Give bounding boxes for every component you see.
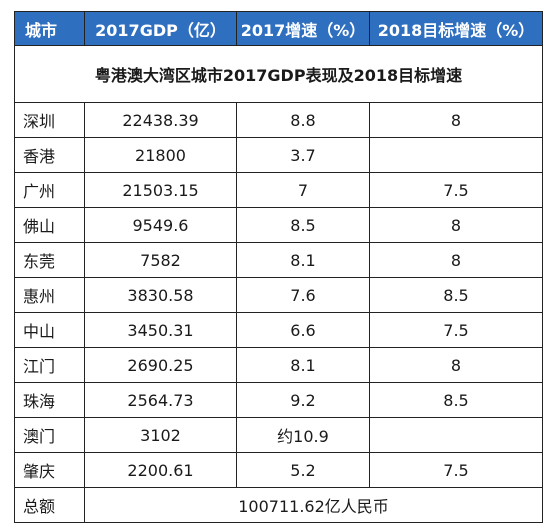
city-cell: 广州 bbox=[14, 172, 85, 208]
gdp-cell: 7582 bbox=[84, 242, 237, 278]
target-2018-cell: 7.5 bbox=[369, 312, 543, 348]
header-gdp: 2017GDP（亿） bbox=[84, 11, 237, 46]
city-cell: 惠州 bbox=[14, 277, 85, 313]
city-cell: 江门 bbox=[14, 347, 85, 383]
city-cell: 深圳 bbox=[14, 102, 85, 138]
gdp-cell: 3450.31 bbox=[84, 312, 237, 348]
gdp-table: 粤港澳大湾区城市2017GDP表现及2018目标增速 城市 2017GDP（亿）… bbox=[14, 11, 543, 523]
table-row: 深圳 22438.39 8.8 8 bbox=[14, 102, 543, 138]
gdp-cell: 2564.73 bbox=[84, 382, 237, 418]
table-row: 佛山 9549.6 8.5 8 bbox=[14, 207, 543, 243]
table-row: 肇庆 2200.61 5.2 7.5 bbox=[14, 452, 543, 488]
table-row: 江门 2690.25 8.1 8 bbox=[14, 347, 543, 383]
gdp-cell: 9549.6 bbox=[84, 207, 237, 243]
header-row: 城市 2017GDP（亿） 2017增速（%） 2018目标增速（%） bbox=[14, 11, 543, 46]
total-label: 总额 bbox=[14, 487, 85, 523]
growth-2017-cell: 约10.9 bbox=[236, 417, 370, 453]
gdp-table-container: 粤港澳大湾区城市2017GDP表现及2018目标增速 城市 2017GDP（亿）… bbox=[14, 11, 543, 523]
city-cell: 香港 bbox=[14, 137, 85, 173]
total-row: 总额 100711.62亿人民币 bbox=[14, 487, 543, 523]
growth-2017-cell: 3.7 bbox=[236, 137, 370, 173]
table-row: 东莞 7582 8.1 8 bbox=[14, 242, 543, 278]
table-row: 中山 3450.31 6.6 7.5 bbox=[14, 312, 543, 348]
gdp-cell: 21800 bbox=[84, 137, 237, 173]
target-2018-cell bbox=[369, 137, 543, 173]
total-value: 100711.62亿人民币 bbox=[84, 487, 543, 523]
table-title-section: 粤港澳大湾区城市2017GDP表现及2018目标增速 bbox=[14, 45, 543, 103]
table-body: 深圳 22438.39 8.8 8 香港 21800 3.7 广州 21503.… bbox=[14, 102, 543, 523]
growth-2017-cell: 7 bbox=[236, 172, 370, 208]
table-title: 粤港澳大湾区城市2017GDP表现及2018目标增速 bbox=[14, 45, 543, 103]
table-row: 珠海 2564.73 9.2 8.5 bbox=[14, 382, 543, 418]
header-growth-2017: 2017增速（%） bbox=[236, 11, 370, 46]
growth-2017-cell: 6.6 bbox=[236, 312, 370, 348]
gdp-cell: 3102 bbox=[84, 417, 237, 453]
gdp-cell: 3830.58 bbox=[84, 277, 237, 313]
target-2018-cell: 8 bbox=[369, 207, 543, 243]
gdp-cell: 2200.61 bbox=[84, 452, 237, 488]
growth-2017-cell: 5.2 bbox=[236, 452, 370, 488]
title-row: 粤港澳大湾区城市2017GDP表现及2018目标增速 bbox=[14, 45, 543, 103]
growth-2017-cell: 8.8 bbox=[236, 102, 370, 138]
target-2018-cell: 8 bbox=[369, 242, 543, 278]
table-row: 澳门 3102 约10.9 bbox=[14, 417, 543, 453]
growth-2017-cell: 8.5 bbox=[236, 207, 370, 243]
growth-2017-cell: 9.2 bbox=[236, 382, 370, 418]
gdp-cell: 2690.25 bbox=[84, 347, 237, 383]
growth-2017-cell: 7.6 bbox=[236, 277, 370, 313]
header-city: 城市 bbox=[14, 11, 85, 46]
table-row: 香港 21800 3.7 bbox=[14, 137, 543, 173]
city-cell: 东莞 bbox=[14, 242, 85, 278]
target-2018-cell: 8 bbox=[369, 102, 543, 138]
target-2018-cell bbox=[369, 417, 543, 453]
city-cell: 佛山 bbox=[14, 207, 85, 243]
table-row: 广州 21503.15 7 7.5 bbox=[14, 172, 543, 208]
growth-2017-cell: 8.1 bbox=[236, 242, 370, 278]
table-row: 惠州 3830.58 7.6 8.5 bbox=[14, 277, 543, 313]
city-cell: 澳门 bbox=[14, 417, 85, 453]
target-2018-cell: 8.5 bbox=[369, 277, 543, 313]
target-2018-cell: 7.5 bbox=[369, 452, 543, 488]
gdp-cell: 21503.15 bbox=[84, 172, 237, 208]
target-2018-cell: 8.5 bbox=[369, 382, 543, 418]
city-cell: 珠海 bbox=[14, 382, 85, 418]
header-target-2018: 2018目标增速（%） bbox=[369, 11, 543, 46]
city-cell: 肇庆 bbox=[14, 452, 85, 488]
target-2018-cell: 8 bbox=[369, 347, 543, 383]
gdp-cell: 22438.39 bbox=[84, 102, 237, 138]
growth-2017-cell: 8.1 bbox=[236, 347, 370, 383]
target-2018-cell: 7.5 bbox=[369, 172, 543, 208]
table-header: 城市 2017GDP（亿） 2017增速（%） 2018目标增速（%） bbox=[14, 11, 543, 46]
city-cell: 中山 bbox=[14, 312, 85, 348]
